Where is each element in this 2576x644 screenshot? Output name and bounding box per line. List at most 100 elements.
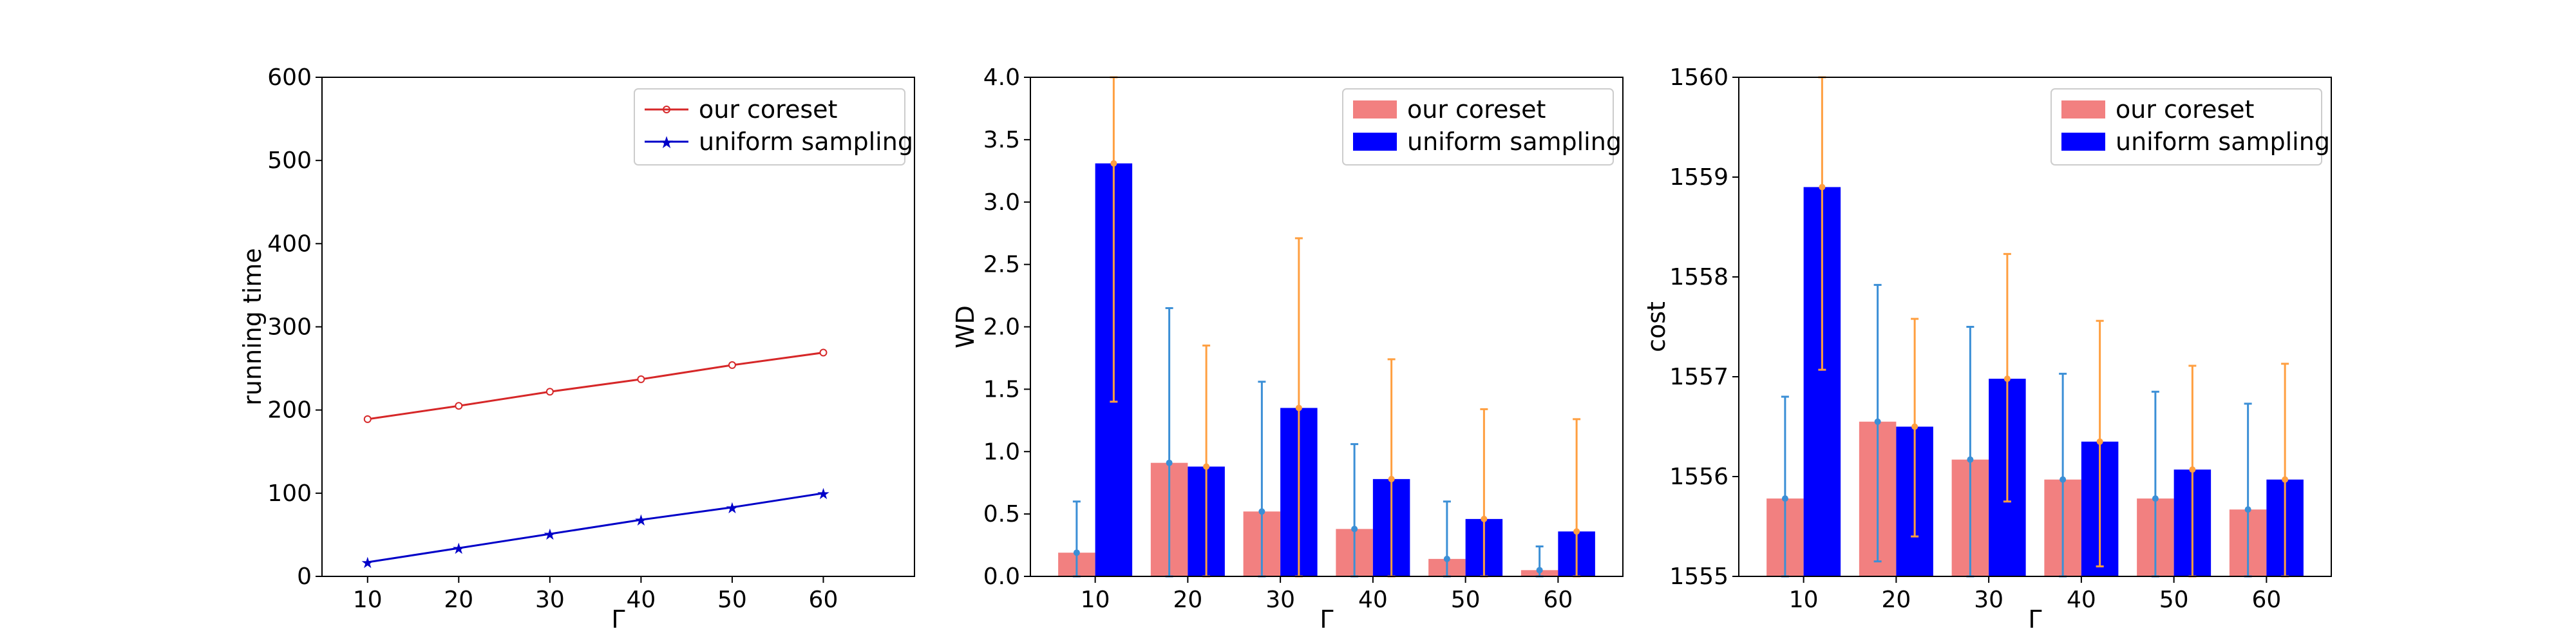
y-tick-label: 1558 xyxy=(1669,264,1728,290)
series-line xyxy=(367,492,824,564)
y-tick-label: 4.0 xyxy=(983,64,1020,91)
data-point: ★ xyxy=(361,554,375,572)
mean-marker xyxy=(1388,475,1395,482)
legend-box xyxy=(2050,88,2322,166)
mean-marker xyxy=(2096,438,2103,445)
mean-marker xyxy=(2244,506,2251,513)
cost-bar-chart: 10 20 30 40 50 60 1555 1556 1557 1558 1559 1560 cost… xyxy=(1642,64,2332,634)
y-tick-label: 200 xyxy=(267,397,312,424)
legend-color-swatch xyxy=(1353,133,1397,151)
x-tick-label: 10 xyxy=(353,587,383,613)
x-axis-label: Γ xyxy=(2028,605,2041,634)
mean-marker xyxy=(1967,456,1974,463)
x-tick-label: 60 xyxy=(1543,587,1573,613)
y-tick-label: 600 xyxy=(267,64,312,91)
mean-marker xyxy=(2152,495,2159,502)
legend-label: uniform sampling xyxy=(699,128,913,156)
x-tick-label: 40 xyxy=(2067,587,2096,613)
legend-label: our coreset xyxy=(1407,95,1546,124)
x-tick-label: 20 xyxy=(1881,587,1911,613)
data-point xyxy=(637,375,645,383)
mean-marker xyxy=(1819,184,1826,191)
x-tick-label: 40 xyxy=(1358,587,1388,613)
x-tick-label: 10 xyxy=(1789,587,1819,613)
mean-marker xyxy=(1258,508,1265,515)
x-tick-label: 20 xyxy=(1173,587,1202,613)
legend-label: our coreset xyxy=(2116,95,2254,124)
mean-marker xyxy=(1481,515,1488,522)
y-tick-label: 3.0 xyxy=(983,189,1020,216)
data-point: ★ xyxy=(725,499,739,517)
data-point xyxy=(545,388,554,396)
y-axis-label: WD xyxy=(951,305,980,348)
data-point xyxy=(728,361,736,369)
y-tick-label: 1557 xyxy=(1669,364,1728,390)
series-line xyxy=(367,352,824,421)
y-tick-label: 3.5 xyxy=(983,127,1020,153)
data-point xyxy=(363,415,372,423)
y-tick-label: 100 xyxy=(267,480,312,507)
y-tick-label: 1560 xyxy=(1669,64,1728,91)
data-point: ★ xyxy=(817,485,831,503)
mean-marker xyxy=(1911,423,1918,430)
x-tick-label: 20 xyxy=(444,587,473,613)
legend-color-swatch xyxy=(2061,133,2105,151)
y-tick-label: 300 xyxy=(267,314,312,341)
legend-box xyxy=(1342,88,1614,166)
y-tick-label: 1555 xyxy=(1669,564,1728,590)
y-tick-label: 0 xyxy=(297,564,312,590)
legend-label: our coreset xyxy=(699,95,837,124)
x-axis-label: Γ xyxy=(1320,605,1333,634)
legend-color-swatch xyxy=(2061,100,2105,118)
y-axis-label: cost xyxy=(1642,301,1671,352)
y-tick-label: 500 xyxy=(267,147,312,174)
legend-marker: ★ xyxy=(659,133,674,153)
y-tick-label: 1.0 xyxy=(983,439,1020,465)
data-point: ★ xyxy=(634,511,649,529)
data-point: ★ xyxy=(543,526,557,544)
x-tick-label: 30 xyxy=(1265,587,1295,613)
y-tick-label: 1.5 xyxy=(983,376,1020,402)
legend-label: uniform sampling xyxy=(1407,128,1622,156)
legend-color-swatch xyxy=(1353,100,1397,118)
x-tick-label: 10 xyxy=(1081,587,1110,613)
y-tick-label: 2.5 xyxy=(983,252,1020,278)
wd-bar-chart: 10 20 30 40 50 60 0.0 0.5 1.0 1.5 2.0 2.5 3.0 3.5 4.0 W… xyxy=(951,64,1624,634)
legend-marker xyxy=(663,106,670,113)
data-point: ★ xyxy=(452,540,466,558)
mean-marker xyxy=(1203,463,1210,470)
legend-box xyxy=(634,88,905,166)
x-tick-label: 50 xyxy=(1451,587,1481,613)
mean-marker xyxy=(1073,549,1080,556)
mean-marker xyxy=(2060,476,2067,483)
y-axis-label: running time xyxy=(238,248,267,406)
mean-marker xyxy=(1573,528,1580,535)
data-point xyxy=(455,402,463,410)
mean-marker xyxy=(2282,476,2289,483)
x-tick-label: 50 xyxy=(717,587,747,613)
mean-marker xyxy=(1110,160,1117,167)
mean-marker xyxy=(1443,555,1450,562)
plot-frame xyxy=(1738,77,2332,577)
mean-marker xyxy=(2189,466,2196,473)
mean-marker xyxy=(2003,375,2011,383)
mean-marker xyxy=(1166,459,1173,466)
data-point xyxy=(819,348,828,357)
y-tick-label: 2.0 xyxy=(983,314,1020,341)
x-tick-label: 40 xyxy=(626,587,656,613)
mean-marker xyxy=(1536,567,1543,574)
x-tick-label: 50 xyxy=(2159,587,2189,613)
y-tick-label: 400 xyxy=(267,231,312,257)
y-tick-label: 0.5 xyxy=(983,501,1020,527)
y-tick-label: 0.0 xyxy=(983,564,1020,590)
mean-marker xyxy=(1874,418,1881,425)
legend-label: uniform sampling xyxy=(2116,128,2330,156)
x-tick-label: 30 xyxy=(535,587,565,613)
x-tick-label: 60 xyxy=(2251,587,2281,613)
mean-marker xyxy=(1295,404,1302,412)
x-tick-label: 30 xyxy=(1974,587,2003,613)
y-tick-label: 1556 xyxy=(1669,464,1728,490)
x-axis-label: Γ xyxy=(611,605,625,634)
